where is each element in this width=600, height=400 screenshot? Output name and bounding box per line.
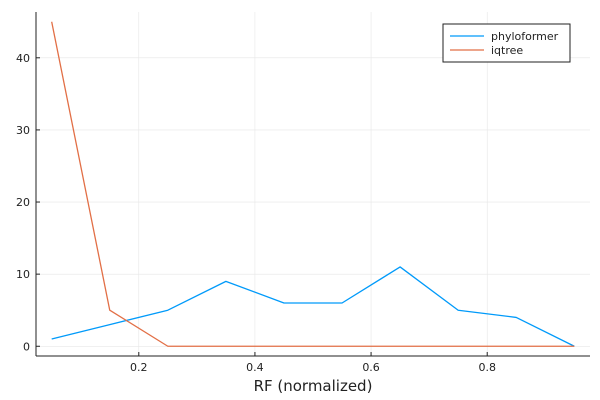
y-tick-label: 0 xyxy=(23,340,30,353)
x-tick-label: 0.2 xyxy=(130,361,148,374)
series-lines xyxy=(51,21,575,347)
legend-label-iqtree: iqtree xyxy=(491,44,523,57)
y-tick-label: 40 xyxy=(16,52,30,65)
x-axis-label: RF (normalized) xyxy=(254,377,373,395)
y-tick-label: 20 xyxy=(16,196,30,209)
series-line-phyloformer xyxy=(51,266,575,347)
legend-box xyxy=(442,23,571,63)
legend-label-phyloformer: phyloformer xyxy=(491,30,559,43)
ticks: 0.2 0.4 0.6 0.8 0 10 20 30 40 xyxy=(16,52,496,374)
legend: phyloformer iqtree xyxy=(442,23,571,63)
series-line-iqtree xyxy=(51,21,575,347)
x-tick-label: 0.8 xyxy=(478,361,496,374)
y-tick-label: 10 xyxy=(16,268,30,281)
x-tick-label: 0.4 xyxy=(246,361,264,374)
y-tick-label: 30 xyxy=(16,124,30,137)
x-tick-label: 0.6 xyxy=(362,361,380,374)
axes xyxy=(35,12,590,357)
